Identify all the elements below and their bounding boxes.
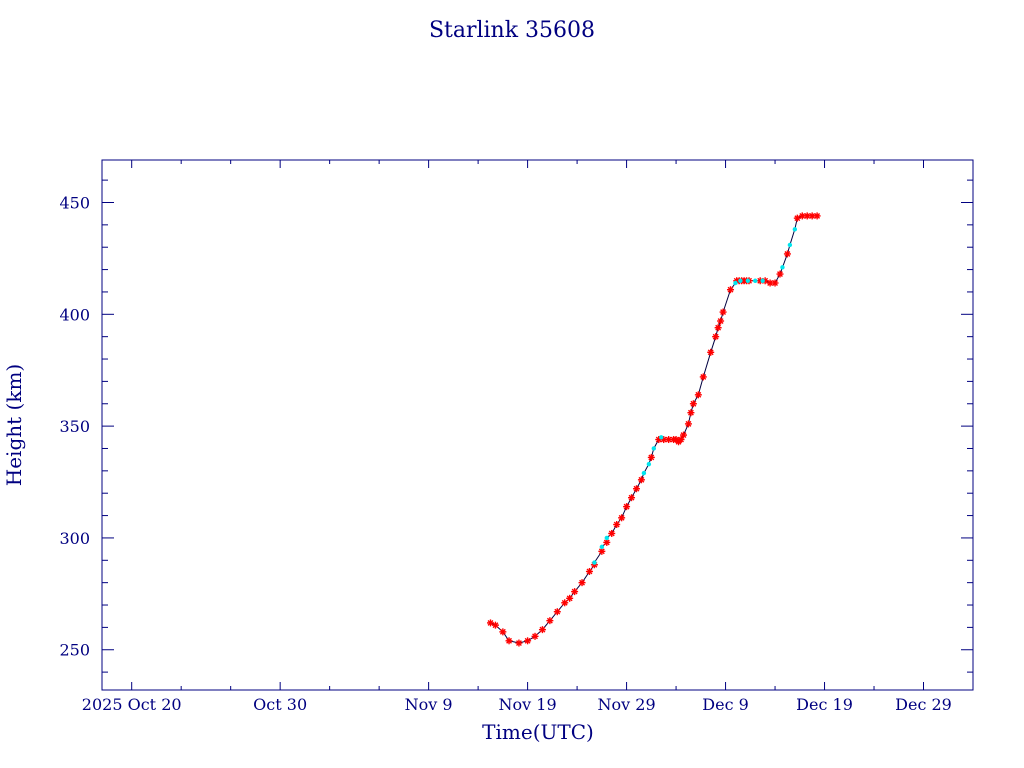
dot-marker: [604, 535, 609, 541]
x-tick-label: Dec 9: [702, 695, 749, 714]
asterisk-marker: [561, 599, 569, 607]
asterisk-marker: [618, 514, 626, 522]
asterisk-marker: [684, 420, 692, 428]
asterisk-marker: [714, 324, 722, 332]
asterisk-marker: [719, 308, 727, 316]
asterisk-marker: [813, 212, 821, 220]
dot-marker: [646, 461, 652, 467]
asterisk-marker: [491, 621, 499, 629]
x-tick-label: Oct 30: [253, 695, 307, 714]
asterisk-marker: [717, 317, 725, 325]
asterisk-marker: [538, 626, 546, 634]
asterisk-marker: [578, 579, 586, 587]
x-tick-label: Dec 19: [796, 695, 853, 714]
y-axis-label: Height (km): [2, 364, 26, 486]
x-axis-tick-labels: 2025 Oct 20 Oct 30 Nov 9 Nov 19 Nov 29 Dec 9 D…: [82, 695, 952, 714]
asterisk-marker: [585, 567, 593, 575]
asterisk-marker: [637, 476, 645, 484]
asterisk-marker: [546, 617, 554, 625]
height-trace: [490, 215, 818, 644]
dot-marker: [592, 560, 597, 565]
asterisk-marker: [699, 373, 707, 381]
asterisk-marker: [524, 637, 532, 645]
dot-marker: [599, 544, 605, 550]
x-tick-label: Nov 29: [598, 695, 656, 714]
asterisk-marker: [689, 400, 697, 408]
asterisk-marker: [694, 391, 702, 399]
dot-marker: [641, 470, 647, 476]
x-tick-label: Dec 29: [895, 695, 952, 714]
dot-marker: [787, 242, 793, 248]
dot-marker: [753, 278, 758, 283]
dot-marker: [738, 278, 743, 283]
data-markers: [486, 212, 821, 647]
height-trace-line: [490, 215, 818, 644]
asterisk-marker: [707, 348, 715, 356]
dot-marker: [760, 278, 765, 283]
dot-marker: [745, 278, 751, 283]
asterisk-marker: [776, 270, 784, 278]
chart-title: Starlink 35608: [429, 18, 595, 43]
asterisk-marker: [771, 279, 779, 287]
y-tick-label: 450: [59, 193, 90, 212]
y-tick-label: 250: [59, 641, 90, 660]
asterisk-marker: [499, 628, 507, 636]
dot-marker: [659, 435, 664, 440]
asterisk-marker: [515, 639, 523, 647]
y-tick-label: 350: [59, 417, 90, 436]
dot-marker: [792, 227, 798, 232]
asterisk-marker: [712, 333, 720, 341]
dot-marker: [651, 446, 656, 451]
x-tick-label: 2025 Oct 20: [82, 695, 182, 714]
asterisk-marker: [687, 409, 695, 417]
asterisk-marker: [553, 608, 561, 616]
plot-frame: [101, 159, 974, 691]
asterisk-marker: [647, 453, 655, 461]
asterisk-marker: [505, 637, 513, 645]
dot-marker: [733, 280, 738, 286]
asterisk-marker: [783, 250, 791, 258]
y-tick-label: 400: [59, 305, 90, 324]
x-tick-label: Nov 19: [499, 695, 557, 714]
y-axis-tick-labels: 250 300 350 400 450: [59, 193, 90, 659]
asterisk-marker: [623, 503, 631, 511]
x-tick-label: Nov 9: [405, 695, 453, 714]
asterisk-marker: [531, 632, 539, 640]
dot-marker: [780, 265, 785, 270]
y-axis-ticks: [102, 179, 973, 673]
y-tick-label: 300: [59, 529, 90, 548]
asterisk-marker: [608, 529, 616, 537]
x-axis-ticks: [131, 160, 974, 690]
x-axis-label: Time(UTC): [482, 720, 594, 744]
asterisk-marker: [628, 494, 636, 502]
asterisk-marker: [613, 521, 621, 529]
asterisk-marker: [571, 588, 579, 596]
asterisk-marker: [679, 431, 687, 439]
asterisk-marker: [632, 485, 640, 493]
asterisk-marker: [566, 594, 574, 602]
asterisk-marker: [727, 286, 735, 294]
